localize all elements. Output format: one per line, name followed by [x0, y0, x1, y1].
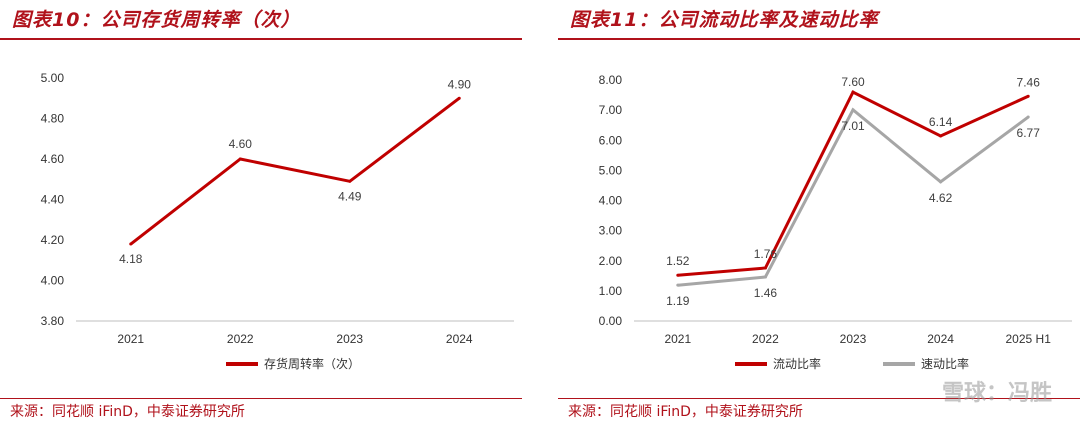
data-label: 1.76 [754, 247, 778, 261]
series-line [129, 97, 461, 246]
chart-title: 图表10：公司存货周转率（次） [12, 9, 301, 31]
y-tick-label: 5.00 [599, 163, 623, 177]
data-point [851, 108, 855, 112]
y-tick-label: 4.00 [41, 274, 65, 288]
x-tick-label: 2021 [117, 332, 144, 346]
y-tick-label: 1.00 [599, 284, 623, 298]
y-tick-label: 2.00 [599, 254, 623, 268]
data-label: 1.19 [666, 294, 690, 308]
y-tick-label: 0.00 [599, 314, 623, 328]
x-tick-label: 2024 [446, 332, 473, 346]
chart-title: 图表11：公司流动比率及速动比率 [570, 9, 879, 31]
y-tick-label: 5.00 [41, 71, 65, 85]
legend-label: 流动比率 [773, 356, 821, 370]
y-tick-label: 3.00 [599, 224, 623, 238]
data-point [676, 273, 680, 277]
data-point [676, 283, 680, 287]
data-point [1026, 115, 1030, 119]
x-tick-label: 2023 [336, 332, 363, 346]
data-point [457, 96, 461, 100]
data-label: 7.60 [841, 75, 865, 89]
liquidity-ratio-chart: 0.00 1.00 2.00 3.00 4.00 5.00 6.00 7.00 8.00 2021… [599, 73, 1072, 370]
x-tick-label: 2021 [664, 332, 691, 346]
legend-label: 速动比率 [921, 356, 969, 370]
y-tick-label: 4.60 [41, 152, 65, 166]
y-tick-label: 4.80 [41, 112, 65, 126]
data-point [129, 242, 133, 246]
series-line [677, 107, 1030, 287]
data-label: 6.77 [1017, 126, 1041, 140]
x-tick-label: 2022 [752, 332, 779, 346]
title-rule [558, 38, 1080, 40]
x-tick-label: 2023 [840, 332, 867, 346]
data-label: 7.46 [1017, 75, 1041, 89]
data-point [939, 134, 943, 138]
data-label: 1.46 [754, 286, 778, 300]
y-tick-label: 4.20 [41, 233, 65, 247]
source-note: 来源：同花顺 iFinD，中泰证券研究所 [568, 404, 803, 420]
y-tick-label: 8.00 [599, 73, 623, 87]
inventory-turnover-panel: 图表10：公司存货周转率（次） 3.80 4.00 4.20 4.40 4.60 4.80… [0, 0, 522, 425]
legend-label: 存货周转率（次） [264, 356, 360, 370]
data-label: 4.90 [448, 77, 472, 91]
y-tick-label: 4.40 [41, 193, 65, 207]
data-point [238, 157, 242, 161]
x-tick-label: 2022 [227, 332, 254, 346]
y-tick-label: 7.00 [599, 103, 623, 117]
inventory-turnover-chart: 3.80 4.00 4.20 4.40 4.60 4.80 5.00 2021 2022 2023… [41, 71, 514, 370]
title-rule [0, 38, 522, 40]
data-point [763, 266, 767, 270]
source-rule [558, 398, 1080, 399]
x-tick-label: 2024 [927, 332, 954, 346]
y-tick-label: 3.80 [41, 314, 65, 328]
data-label: 4.18 [119, 252, 143, 266]
data-label: 4.49 [338, 189, 362, 203]
liquidity-ratio-panel: 图表11：公司流动比率及速动比率 0.00 1.00 2.00 3.00 4.00 5.0… [558, 0, 1080, 425]
data-point [1026, 94, 1030, 98]
data-label: 4.60 [229, 137, 253, 151]
data-label: 6.14 [929, 115, 953, 129]
watermark-text: 雪球：冯胜 [941, 381, 1052, 406]
y-tick-label: 4.00 [599, 194, 623, 208]
data-point [348, 179, 352, 183]
y-tick-label: 6.00 [599, 133, 623, 147]
data-point [939, 180, 943, 184]
data-point [851, 90, 855, 94]
data-label: 7.01 [841, 119, 865, 133]
x-tick-label: 2025 H1 [1006, 332, 1052, 346]
source-note: 来源：同花顺 iFinD，中泰证券研究所 [10, 404, 245, 420]
source-rule [0, 398, 522, 399]
data-label: 1.52 [666, 254, 690, 268]
data-label: 4.62 [929, 191, 953, 205]
data-point [763, 275, 767, 279]
